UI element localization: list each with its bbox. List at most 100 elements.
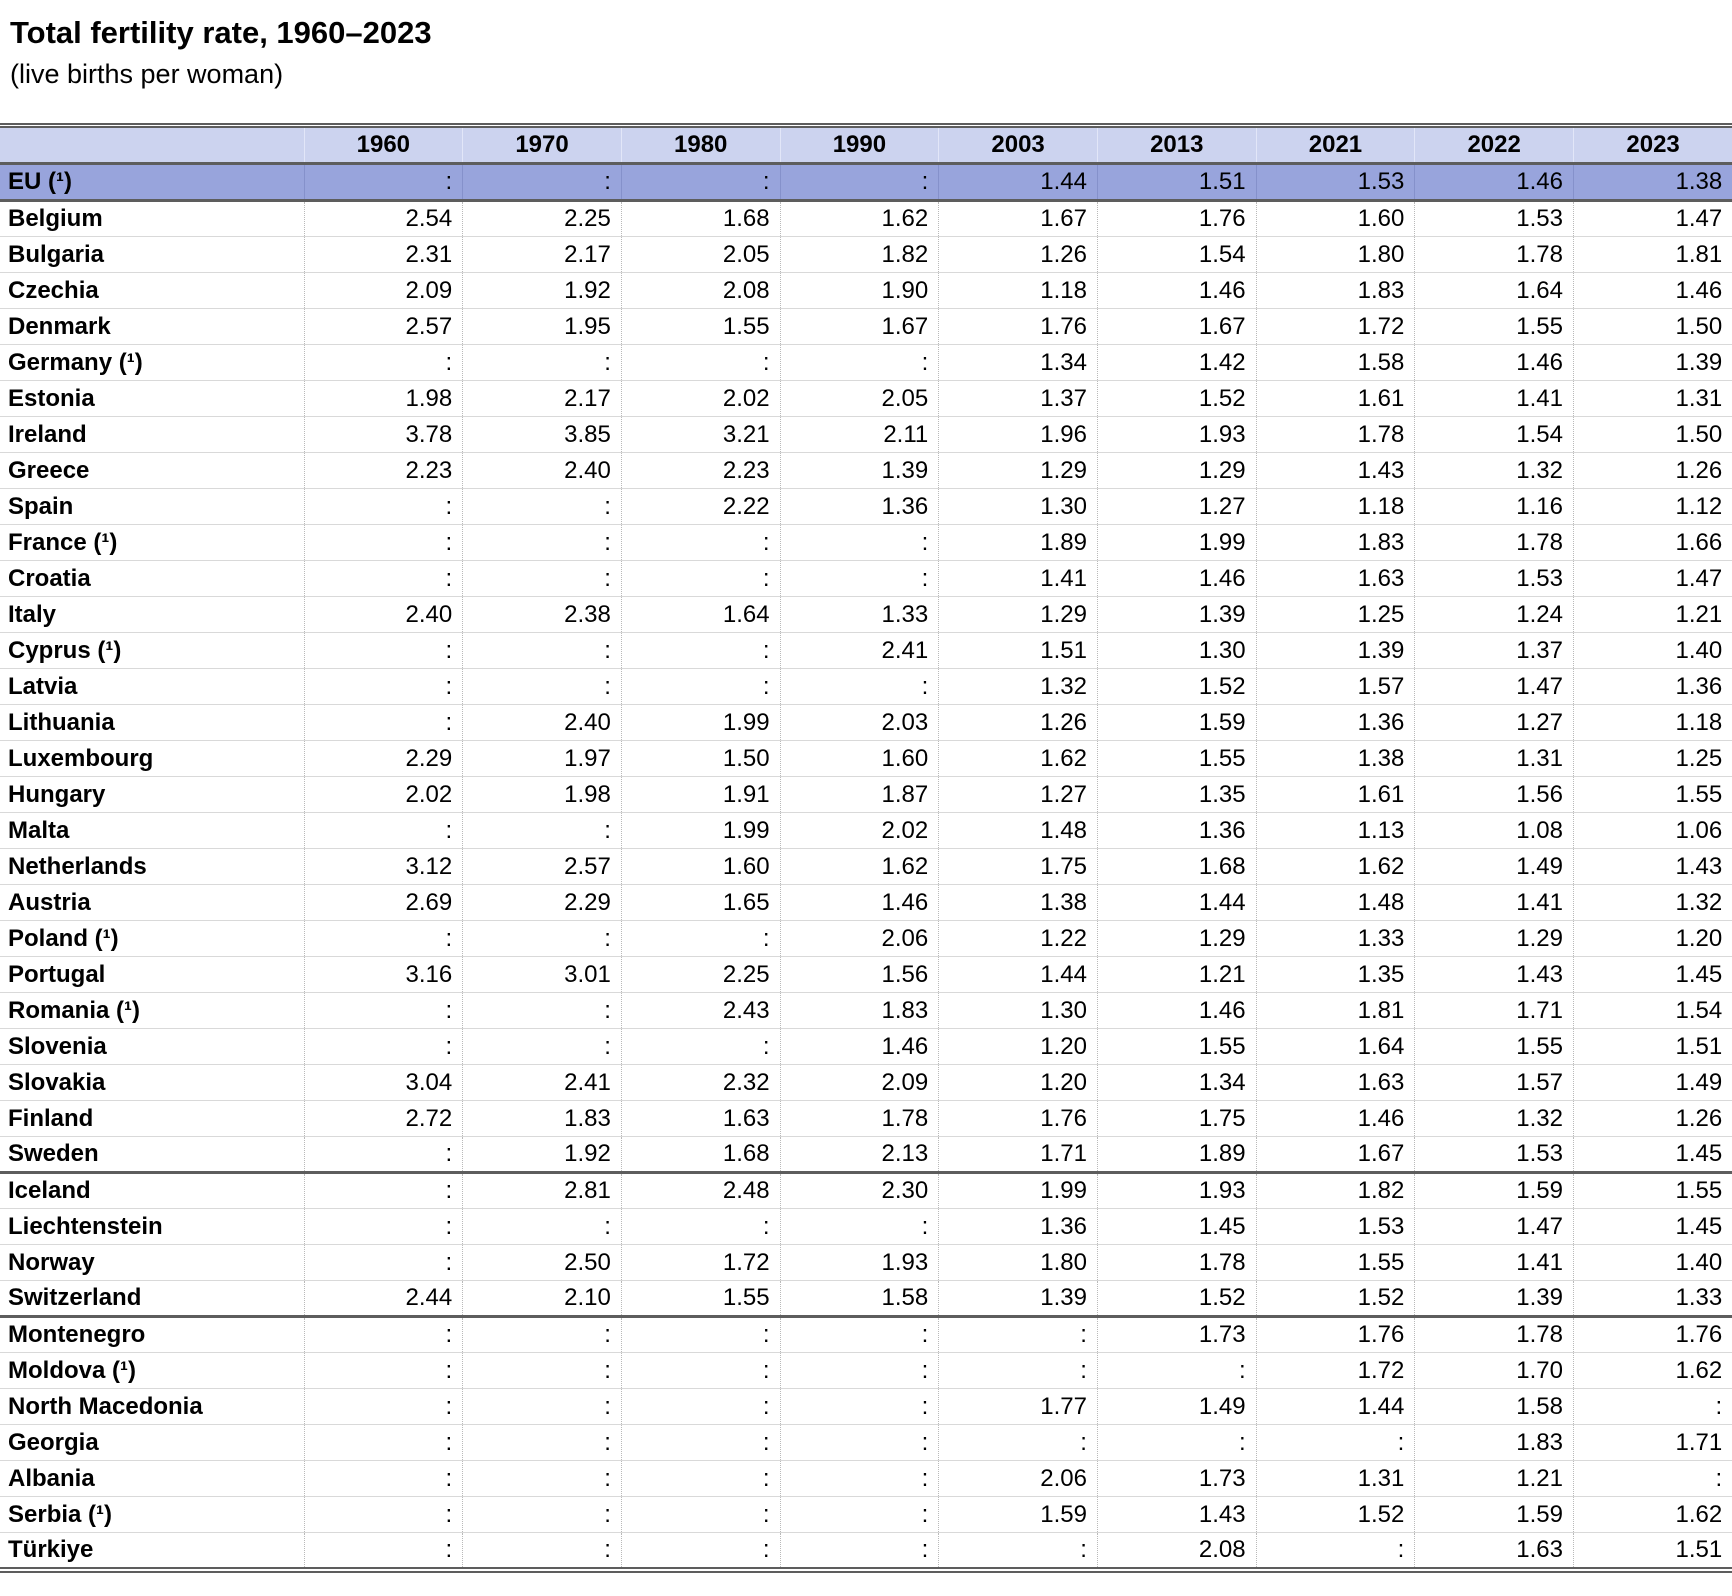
value-cell: 1.68 [620, 1136, 781, 1174]
value-cell: 2.44 [303, 1280, 463, 1318]
value-cell: 1.56 [779, 956, 939, 993]
value-cell: 1.46 [779, 1028, 939, 1065]
value-cell: 1.25 [1573, 740, 1732, 777]
value-cell: : [620, 632, 781, 669]
year-header-2003: 2003 [938, 125, 1098, 165]
value-cell: 1.39 [1255, 632, 1415, 669]
table-row: Slovakia 3.04 2.41 2.32 2.09 1.20 1.34 1.63 1.57… [0, 1064, 1732, 1101]
value-cell: 2.72 [303, 1100, 463, 1137]
value-cell: 1.33 [779, 596, 939, 633]
value-cell: 1.83 [779, 992, 939, 1029]
value-cell: 1.63 [620, 1100, 781, 1137]
country-cell: Cyprus (¹) [0, 632, 304, 669]
table-row: Italy 2.40 2.38 1.64 1.33 1.29 1.39 1.25 1.24 1.2… [0, 596, 1732, 633]
value-cell: : [779, 1208, 939, 1245]
value-cell: 1.67 [1096, 308, 1257, 345]
value-cell: 2.40 [303, 596, 463, 633]
value-cell: 1.48 [1255, 884, 1415, 921]
country-cell: Serbia (¹) [0, 1496, 304, 1533]
table-row: Switzerland 2.44 2.10 1.55 1.58 1.39 1.52 1.52 1… [0, 1280, 1732, 1318]
value-cell: 1.70 [1414, 1352, 1574, 1389]
value-cell: 2.06 [938, 1460, 1098, 1497]
value-cell: 1.29 [938, 596, 1098, 633]
value-cell: 1.78 [1255, 416, 1415, 453]
country-cell: Malta [0, 812, 304, 849]
value-cell: 2.08 [620, 272, 781, 309]
value-cell: 1.97 [462, 740, 622, 777]
value-cell: 1.43 [1255, 452, 1415, 489]
value-cell: 1.75 [938, 848, 1098, 885]
table-row: Hungary 2.02 1.98 1.91 1.87 1.27 1.35 1.61 1.56 1… [0, 776, 1732, 813]
value-cell: : [303, 1244, 463, 1281]
value-cell: : [1096, 1352, 1257, 1389]
value-cell: : [779, 1532, 939, 1571]
country-cell: Slovakia [0, 1064, 304, 1101]
country-cell: Montenegro [0, 1316, 304, 1353]
value-cell: 1.52 [1096, 668, 1257, 705]
value-cell: : [462, 1208, 622, 1245]
value-cell: 1.62 [938, 740, 1098, 777]
table-row: Finland 2.72 1.83 1.63 1.78 1.76 1.75 1.46 1.32 1… [0, 1100, 1732, 1137]
value-cell: 1.62 [1573, 1496, 1732, 1533]
value-cell: 1.32 [938, 668, 1098, 705]
value-cell: 1.71 [938, 1136, 1098, 1174]
value-cell: 1.12 [1573, 488, 1732, 525]
table-row: Lithuania:2.40 1.99 2.03 1.26 1.59 1.36 1.27 1.… [0, 704, 1732, 741]
value-cell: : [303, 1532, 463, 1571]
value-cell: 1.36 [779, 488, 939, 525]
value-cell: 1.53 [1414, 560, 1574, 597]
value-cell: : [303, 1496, 463, 1533]
value-cell: 1.58 [1255, 344, 1415, 381]
value-cell: : [303, 992, 463, 1029]
value-cell: : [303, 560, 463, 597]
value-cell: 2.17 [462, 236, 622, 273]
value-cell: 1.13 [1255, 812, 1415, 849]
value-cell: : [303, 1424, 463, 1461]
value-cell: 2.02 [303, 776, 463, 813]
value-cell: 1.64 [620, 596, 781, 633]
value-cell: 1.99 [620, 704, 781, 741]
value-cell: 1.82 [779, 236, 939, 273]
value-cell: 1.55 [1414, 1028, 1574, 1065]
value-cell: 1.22 [938, 920, 1098, 957]
value-cell: : [779, 1424, 939, 1461]
value-cell: 1.78 [1096, 1244, 1257, 1281]
value-cell: 1.38 [938, 884, 1098, 921]
value-cell: 1.37 [1414, 632, 1574, 669]
value-cell: 1.31 [1573, 380, 1732, 417]
table-row: Bulgaria 2.31 2.17 2.05 1.82 1.26 1.54 1.80 1.78… [0, 236, 1732, 273]
value-cell: : [620, 1532, 781, 1571]
value-cell: : [303, 1028, 463, 1065]
country-cell: Bulgaria [0, 236, 304, 273]
value-cell: 1.93 [779, 1244, 939, 1281]
value-cell: 1.72 [1255, 308, 1415, 345]
table-row: Serbia (¹)::::1.59 1.43 1.52 1.59 1.62 [0, 1496, 1732, 1533]
value-cell: 1.78 [1414, 1316, 1574, 1353]
value-cell: : [938, 1316, 1098, 1353]
value-cell: : [1573, 1388, 1732, 1425]
value-cell: : [462, 1028, 622, 1065]
value-cell: 1.47 [1414, 1208, 1574, 1245]
table-row: Cyprus (¹):::2.41 1.51 1.30 1.39 1.37 1.40 [0, 632, 1732, 669]
value-cell: : [303, 1460, 463, 1497]
value-cell: : [462, 920, 622, 957]
country-cell: Netherlands [0, 848, 304, 885]
value-cell: : [462, 1352, 622, 1389]
country-cell: Estonia [0, 380, 304, 417]
table-row: Portugal 3.16 3.01 2.25 1.56 1.44 1.21 1.35 1.43… [0, 956, 1732, 993]
year-header-1960: 1960 [303, 125, 463, 165]
table-row: Slovenia:::1.46 1.20 1.55 1.64 1.55 1.51 [0, 1028, 1732, 1065]
value-cell: 1.52 [1096, 380, 1257, 417]
table-row: Romania (¹)::2.43 1.83 1.30 1.46 1.81 1.71 1.5… [0, 992, 1732, 1029]
value-cell: 1.08 [1414, 812, 1574, 849]
value-cell: 1.46 [1414, 163, 1574, 202]
value-cell: : [779, 1496, 939, 1533]
value-cell: 1.99 [938, 1172, 1098, 1209]
value-cell: 1.24 [1414, 596, 1574, 633]
value-cell: 1.20 [938, 1064, 1098, 1101]
value-cell: 1.65 [620, 884, 781, 921]
value-cell: 1.76 [1255, 1316, 1415, 1353]
value-cell: 1.72 [620, 1244, 781, 1281]
value-cell: 1.49 [1096, 1388, 1257, 1425]
value-cell: 1.46 [1255, 1100, 1415, 1137]
